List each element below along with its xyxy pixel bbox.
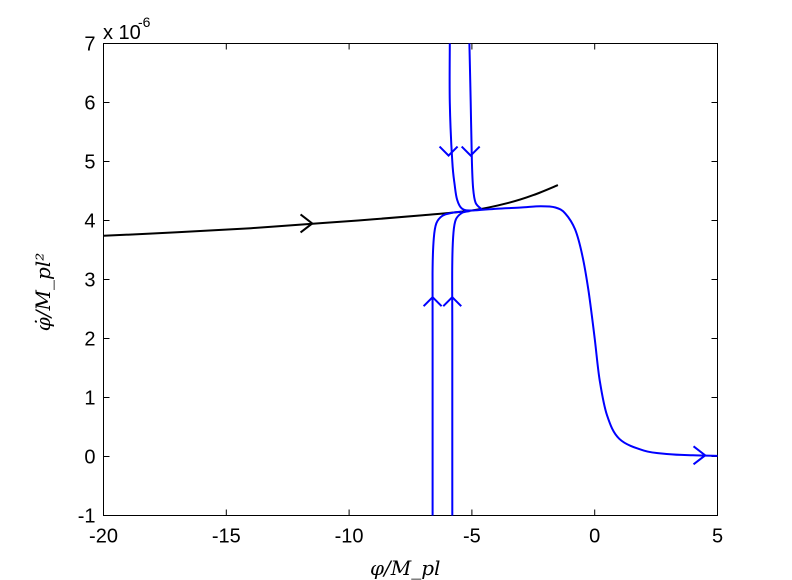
direction-arrow-down xyxy=(438,145,459,158)
y-tick-label: 5 xyxy=(84,152,95,174)
y-tick-label: -1 xyxy=(78,506,96,528)
y-axis-label-text: φ̇/M_pl² xyxy=(31,253,55,331)
y-scale-exponent: -6 xyxy=(138,14,151,30)
y-tick-labels: -1 0 1 2 3 4 5 6 7 xyxy=(78,34,96,528)
direction-arrow-right xyxy=(692,445,707,466)
x-tick-label: -5 xyxy=(463,526,481,548)
plot-area xyxy=(103,43,718,516)
series-line-3 xyxy=(431,210,463,516)
direction-arrow-right xyxy=(299,213,314,234)
x-tick-label: -20 xyxy=(89,526,118,548)
x-tick-label: 5 xyxy=(712,526,723,548)
series-line-0 xyxy=(103,184,559,237)
y-tick-label: 2 xyxy=(84,329,95,351)
x-axis-label-text: φ/M_pl xyxy=(370,556,440,580)
x-tick-label: -10 xyxy=(335,526,364,548)
direction-arrow-up xyxy=(422,295,443,307)
x-tick-labels: -20 -15 -10 -5 0 5 xyxy=(89,526,723,548)
plot-frame xyxy=(103,43,718,516)
y-tick-label: 1 xyxy=(84,388,95,410)
axis-ticks xyxy=(103,43,718,516)
series-line-2 xyxy=(468,43,483,211)
y-axis-label: φ̇/M_pl² xyxy=(31,253,55,331)
y-tick-label: 4 xyxy=(84,211,95,233)
direction-arrow-down xyxy=(460,145,481,158)
y-tick-label: 7 xyxy=(84,34,95,56)
series-line-4 xyxy=(451,210,470,516)
y-exponent-label: x 10 -6 xyxy=(103,14,151,44)
y-tick-label: 0 xyxy=(84,447,95,469)
direction-arrow-up xyxy=(442,295,462,307)
y-scale-text: x 10 xyxy=(103,22,141,44)
x-axis-label: φ/M_pl xyxy=(370,556,440,580)
y-tick-label: 3 xyxy=(84,270,95,292)
y-tick-label: 6 xyxy=(84,93,95,115)
series-layer xyxy=(103,43,718,516)
x-tick-label: -15 xyxy=(212,526,241,548)
x-tick-label: 0 xyxy=(589,526,600,548)
series-line-1 xyxy=(448,43,718,457)
